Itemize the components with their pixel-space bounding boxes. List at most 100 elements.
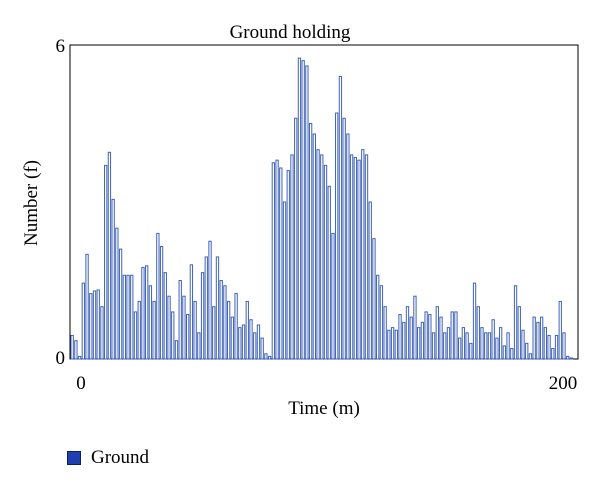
bar	[130, 274, 134, 360]
bar	[85, 253, 89, 360]
bar	[450, 311, 454, 360]
x-tick-label-min: 0	[76, 373, 86, 394]
bar	[439, 316, 443, 360]
bar	[297, 57, 302, 360]
bar	[353, 157, 357, 360]
bar	[428, 314, 432, 360]
bar	[398, 314, 402, 360]
bar	[197, 332, 201, 360]
bar	[290, 154, 294, 360]
bar	[256, 324, 261, 360]
bar	[480, 327, 484, 360]
bar	[182, 295, 186, 360]
bar	[89, 293, 93, 360]
bar	[424, 311, 428, 360]
bar	[558, 300, 562, 360]
bar-group	[70, 57, 574, 360]
x-tick-label-max: 200	[549, 373, 578, 394]
bar	[145, 265, 149, 360]
bar	[387, 329, 391, 360]
bar	[159, 245, 164, 360]
bar	[271, 162, 276, 360]
bar	[513, 285, 518, 360]
bar	[331, 232, 335, 360]
bar	[525, 342, 529, 360]
bar	[249, 319, 253, 360]
bar	[118, 248, 123, 360]
bar	[566, 355, 570, 360]
legend-swatch	[67, 451, 81, 465]
bar	[379, 285, 384, 360]
bar	[446, 327, 451, 360]
bar	[383, 306, 387, 360]
bar	[234, 293, 238, 360]
bar	[156, 232, 160, 360]
y-tick-label-min: 0	[56, 348, 66, 369]
bar	[204, 256, 208, 360]
bar	[133, 311, 138, 360]
bar	[368, 201, 372, 360]
bar	[342, 117, 346, 360]
bar	[539, 316, 544, 360]
bar	[454, 311, 458, 360]
bar	[223, 285, 227, 360]
bar	[167, 295, 171, 360]
bar	[491, 319, 495, 360]
bar	[308, 123, 313, 360]
bar	[81, 282, 85, 360]
bar	[405, 306, 410, 360]
bar	[279, 167, 283, 360]
bar	[74, 340, 78, 360]
bar	[92, 290, 97, 360]
bar	[219, 280, 223, 360]
bar	[532, 316, 536, 360]
bar	[212, 306, 216, 360]
bar	[77, 355, 82, 360]
legend: Ground	[67, 447, 149, 469]
bar	[372, 238, 376, 360]
bar	[301, 60, 305, 360]
bar	[402, 321, 406, 360]
bar	[458, 337, 462, 360]
bar	[174, 340, 179, 360]
bar	[472, 282, 477, 360]
bar	[126, 274, 130, 360]
bar	[506, 332, 510, 360]
chart-title: Ground holding	[230, 22, 351, 43]
bar	[275, 159, 279, 360]
bar	[335, 112, 339, 360]
bar	[562, 332, 566, 360]
bar	[312, 133, 317, 360]
bar	[443, 332, 447, 360]
bar	[502, 345, 507, 360]
bar	[461, 327, 466, 360]
bar	[498, 327, 503, 360]
bar	[171, 311, 175, 360]
bar	[420, 321, 425, 360]
bar	[294, 117, 298, 360]
bar	[107, 151, 112, 360]
bar	[476, 306, 480, 360]
bar	[178, 280, 182, 360]
bar	[104, 164, 108, 360]
bar	[320, 154, 324, 360]
bar	[226, 300, 231, 360]
bar	[282, 201, 287, 360]
legend-label: Ground	[91, 447, 150, 468]
bar	[230, 316, 235, 360]
bar	[70, 334, 74, 360]
y-axis-label: Number (f)	[21, 160, 42, 246]
bar	[521, 329, 525, 360]
bar	[96, 289, 100, 360]
bar	[338, 75, 343, 360]
bar	[215, 256, 220, 360]
bar	[163, 272, 167, 360]
bar	[193, 300, 197, 360]
bar	[323, 164, 328, 360]
bar	[357, 159, 361, 360]
bar	[137, 300, 141, 360]
bar	[495, 337, 499, 360]
bar	[115, 227, 119, 360]
bar	[435, 306, 439, 360]
